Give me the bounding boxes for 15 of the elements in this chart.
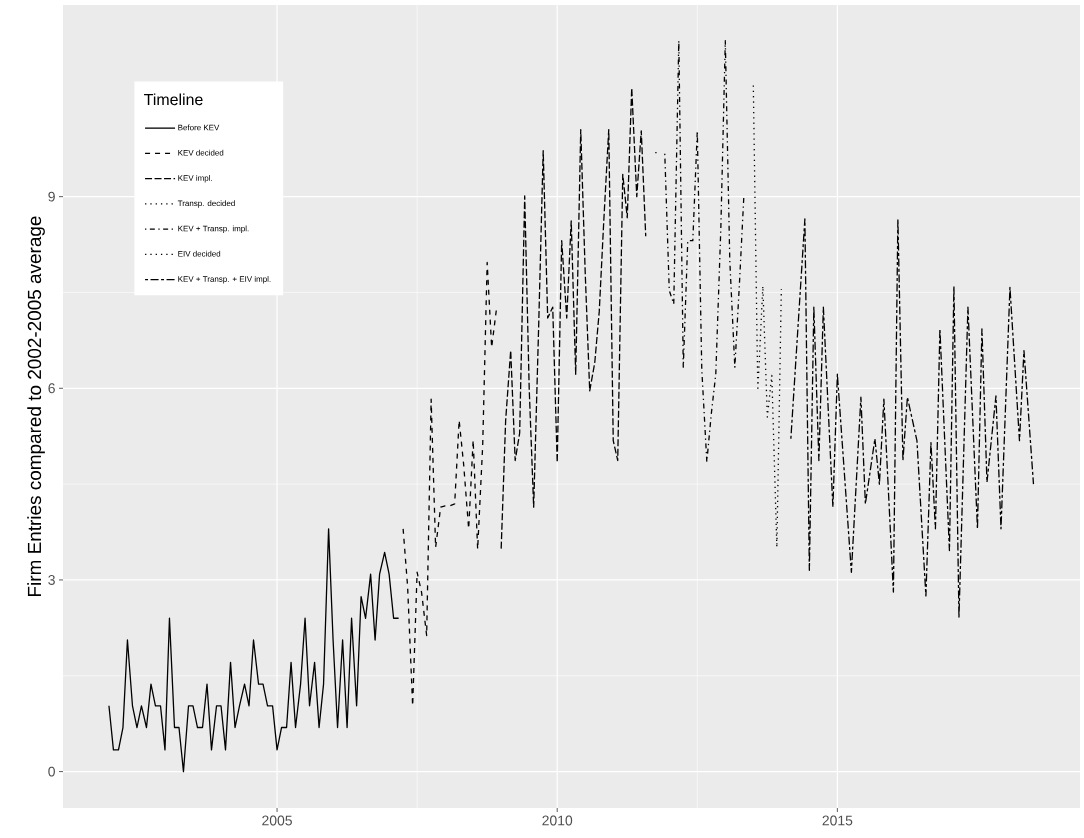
line-series [790,218,1035,618]
line-series [664,40,745,463]
legend-title: Timeline [144,93,203,106]
x-tick-label: 2005 [262,815,292,826]
x-tick-label: 2015 [822,815,853,826]
x-tick-label: 2010 [542,815,573,826]
line-series [500,87,647,550]
line-series [752,84,782,549]
y-tick-label: 0 [48,766,55,777]
y-tick-label: 3 [48,574,55,585]
y-axis-title: Firm Entries compared to 2002-2005 average [27,216,45,596]
y-tick-label: 6 [48,383,55,394]
line-series [402,261,498,707]
line-series [108,528,400,773]
y-tick-label: 9 [48,191,55,202]
